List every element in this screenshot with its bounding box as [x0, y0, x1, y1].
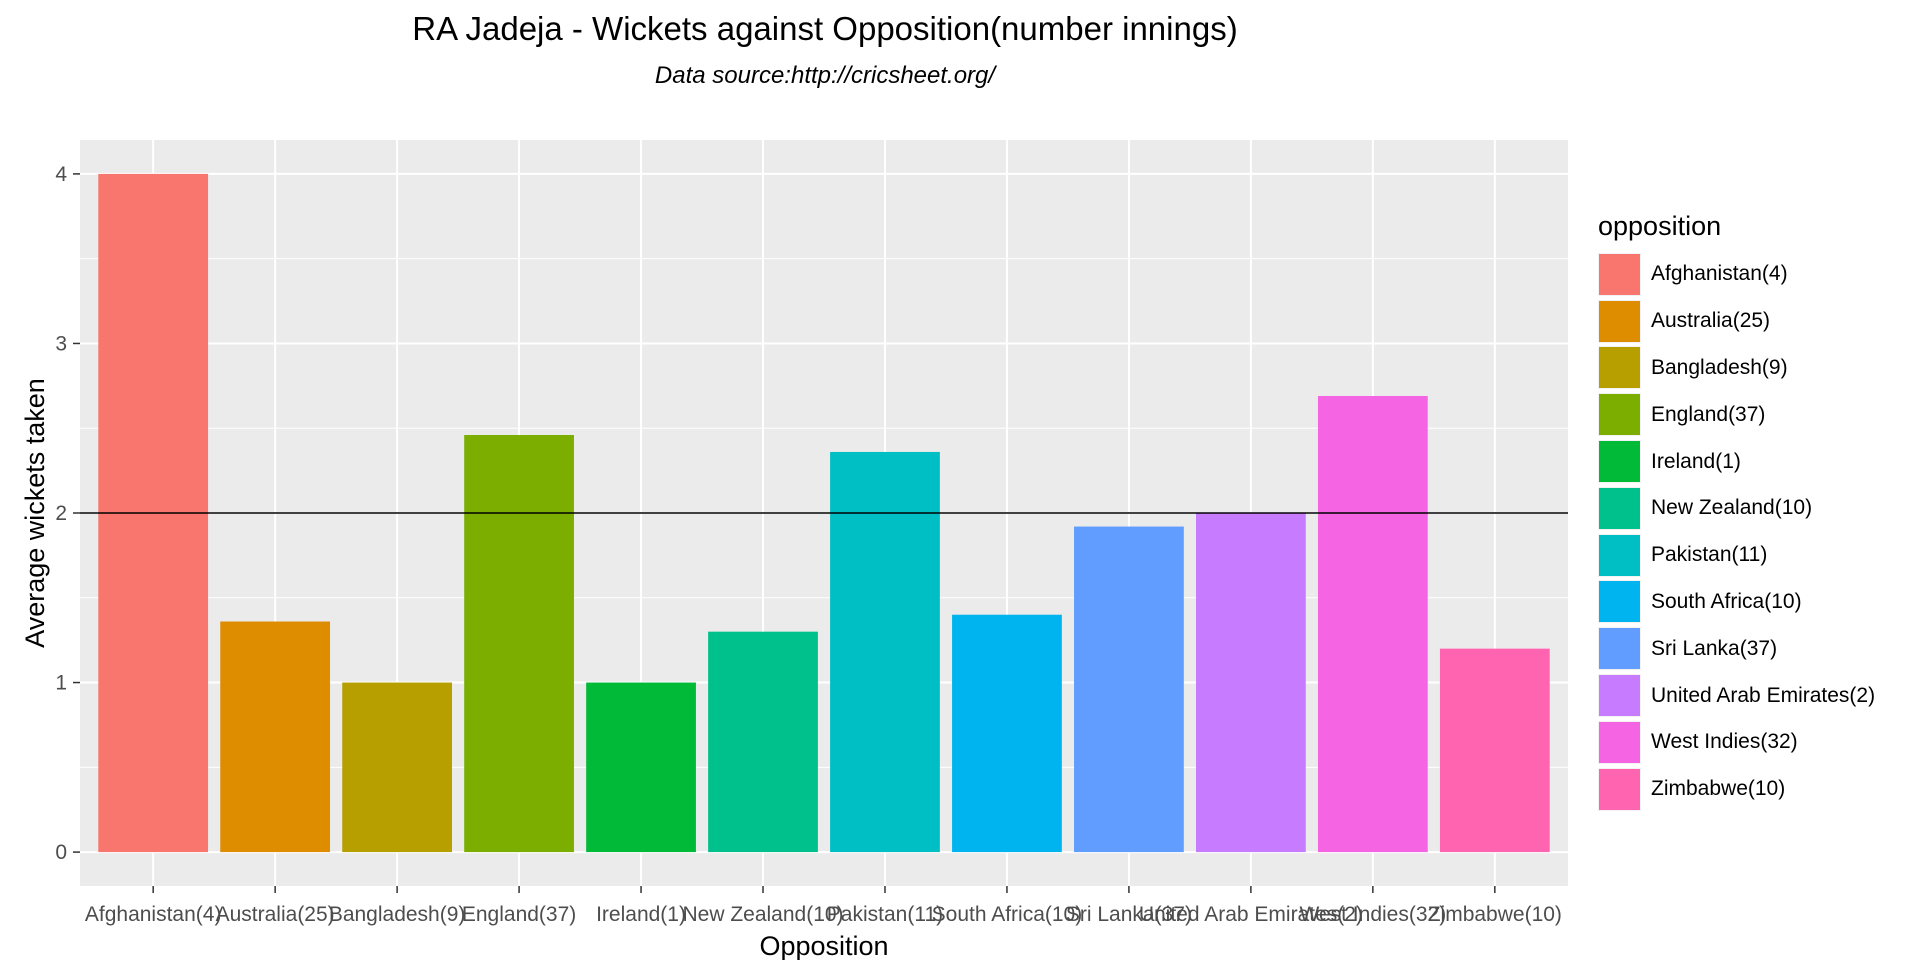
legend-key-swatch [1598, 767, 1641, 811]
legend-label: Zimbabwe(10) [1651, 777, 1786, 801]
chart-title: RA Jadeja - Wickets against Opposition(n… [412, 10, 1238, 47]
legend-key-swatch [1598, 393, 1641, 437]
bar [1196, 513, 1306, 853]
x-tick-label: Afghanistan(4) [85, 903, 222, 926]
legend-item: Pakistan(11) [1598, 532, 1875, 579]
bar [1074, 526, 1184, 853]
y-tick-label: 4 [55, 163, 67, 186]
chart-subtitle: Data source:http://cricsheet.org/ [654, 62, 996, 89]
legend-label: England(37) [1651, 402, 1766, 426]
legend-item: United Arab Emirates(2) [1598, 672, 1875, 719]
legend-item: South Africa(10) [1598, 579, 1875, 626]
bar [220, 621, 331, 853]
legend-key-swatch [1598, 346, 1641, 390]
bar [952, 614, 1062, 853]
legend-item: Australia(25) [1598, 298, 1875, 345]
y-axis-title: Average wickets taken [20, 378, 50, 648]
legend-key-swatch [1598, 720, 1641, 764]
bar [830, 451, 940, 853]
legend-label: Afghanistan(4) [1651, 262, 1788, 286]
x-axis-title: Opposition [759, 931, 888, 960]
y-tick-label: 0 [55, 841, 67, 864]
bar-chart: 0 1 2 3 4 Afghanistan(4)Australia(25)Banglad… [20, 140, 1568, 960]
legend-key-swatch [1598, 486, 1641, 530]
legend-key-swatch [1598, 440, 1641, 484]
x-tick-label: West Indies(32) [1300, 903, 1447, 926]
legend-key-swatch [1598, 252, 1641, 296]
bar [586, 682, 696, 853]
legend-label: Ireland(1) [1651, 449, 1741, 473]
legend-item: England(37) [1598, 391, 1875, 438]
bar [342, 682, 452, 853]
y-tick-label: 1 [55, 672, 67, 695]
bar [708, 631, 818, 853]
bar [1439, 648, 1550, 853]
legend-item: Ireland(1) [1598, 438, 1875, 485]
legend-label: Pakistan(11) [1651, 543, 1768, 567]
x-tick-label: United Arab Emirates(2) [1139, 903, 1363, 926]
legend-label: Bangladesh(9) [1651, 355, 1788, 379]
legend-item: Bangladesh(9) [1598, 345, 1875, 392]
legend-item: West Indies(32) [1598, 719, 1875, 766]
x-tick-label: Sri Lanka(37) [1066, 903, 1192, 926]
legend-label: Sri Lanka(37) [1651, 636, 1778, 660]
legend-item: New Zealand(10) [1598, 485, 1875, 532]
legend-key-swatch [1598, 627, 1641, 671]
legend-label: West Indies(32) [1651, 730, 1798, 754]
legend-key-swatch [1598, 299, 1641, 343]
x-tick-label: Bangladesh(9) [329, 903, 466, 926]
legend-key-swatch [1598, 580, 1641, 624]
legend-label: New Zealand(10) [1651, 496, 1813, 520]
x-tick-label: Ireland(1) [596, 903, 686, 926]
y-tick-label: 3 [55, 332, 67, 355]
legend-items: Afghanistan(4) Australia(25) Bangladesh(9)… [1598, 251, 1875, 813]
x-tick-label: England(37) [462, 903, 576, 926]
bar [1317, 396, 1428, 853]
y-tick-label: 2 [55, 502, 67, 525]
bar [464, 435, 574, 853]
x-tick-label: Zimbabwe(10) [1428, 903, 1562, 926]
legend-item: Sri Lanka(37) [1598, 625, 1875, 672]
legend-key-swatch [1598, 533, 1641, 577]
y-axis: 0 1 2 3 4 [55, 163, 80, 864]
legend-title: opposition [1598, 211, 1722, 241]
legend-item: Afghanistan(4) [1598, 251, 1875, 298]
x-tick-label: Australia(25) [216, 903, 335, 926]
legend-label: United Arab Emirates(2) [1651, 683, 1876, 707]
legend-label: South Africa(10) [1651, 589, 1802, 613]
legend-label: Australia(25) [1651, 309, 1771, 333]
x-axis: Afghanistan(4)Australia(25)Bangladesh(9)… [85, 886, 1562, 926]
x-tick-label: New Zealand(10) [682, 903, 843, 926]
x-tick-label: South Africa(10) [932, 903, 1083, 926]
legend: opposition Afghanistan(4) Australia(25) Ba… [1598, 210, 1875, 813]
x-tick-label: Pakistan(11) [827, 903, 943, 926]
legend-key-swatch [1598, 674, 1641, 718]
legend-item: Zimbabwe(10) [1598, 766, 1875, 813]
